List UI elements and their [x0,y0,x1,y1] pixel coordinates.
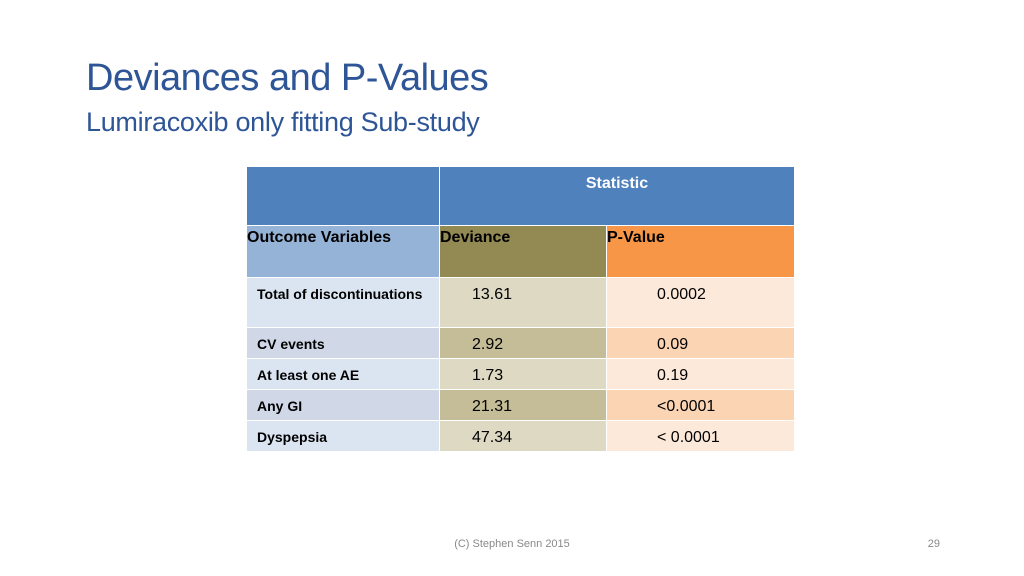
page-number: 29 [927,538,940,550]
column-header-outcome: Outcome Variables [246,225,440,278]
table-row: Total of discontinuations 13.61 0.0002 [246,277,795,328]
pvalue-cell: <0.0001 [606,389,795,421]
table-row: CV events 2.92 0.09 [246,327,795,359]
outcome-cell: Any GI [246,389,440,421]
empty-header-cell [246,166,440,226]
statistics-table: Statistic Outcome Variables Deviance P-V… [246,166,795,452]
slide-title: Deviances and P-Values [86,57,489,99]
deviance-cell: 1.73 [439,358,607,390]
deviance-cell: 47.34 [439,420,607,452]
pvalue-cell: 0.09 [606,327,795,359]
pvalue-cell: 0.19 [606,358,795,390]
table-row: At least one AE 1.73 0.19 [246,358,795,390]
deviance-cell: 2.92 [439,327,607,359]
deviance-cell: 13.61 [439,277,607,328]
statistic-header: Statistic [439,166,795,226]
table-row: Any GI 21.31 <0.0001 [246,389,795,421]
deviance-cell: 21.31 [439,389,607,421]
column-header-row: Outcome Variables Deviance P-Value [246,225,795,278]
pvalue-cell: < 0.0001 [606,420,795,452]
outcome-cell: At least one AE [246,358,440,390]
slide-footer: (C) Stephen Senn 2015 [454,538,570,550]
table-header-row: Statistic [246,166,795,226]
outcome-cell: CV events [246,327,440,359]
column-header-pvalue: P-Value [606,225,795,278]
outcome-cell: Dyspepsia [246,420,440,452]
column-header-deviance: Deviance [439,225,607,278]
slide-subtitle: Lumiracoxib only fitting Sub-study [86,107,480,137]
pvalue-cell: 0.0002 [606,277,795,328]
table-row: Dyspepsia 47.34 < 0.0001 [246,420,795,452]
outcome-cell: Total of discontinuations [246,277,440,328]
